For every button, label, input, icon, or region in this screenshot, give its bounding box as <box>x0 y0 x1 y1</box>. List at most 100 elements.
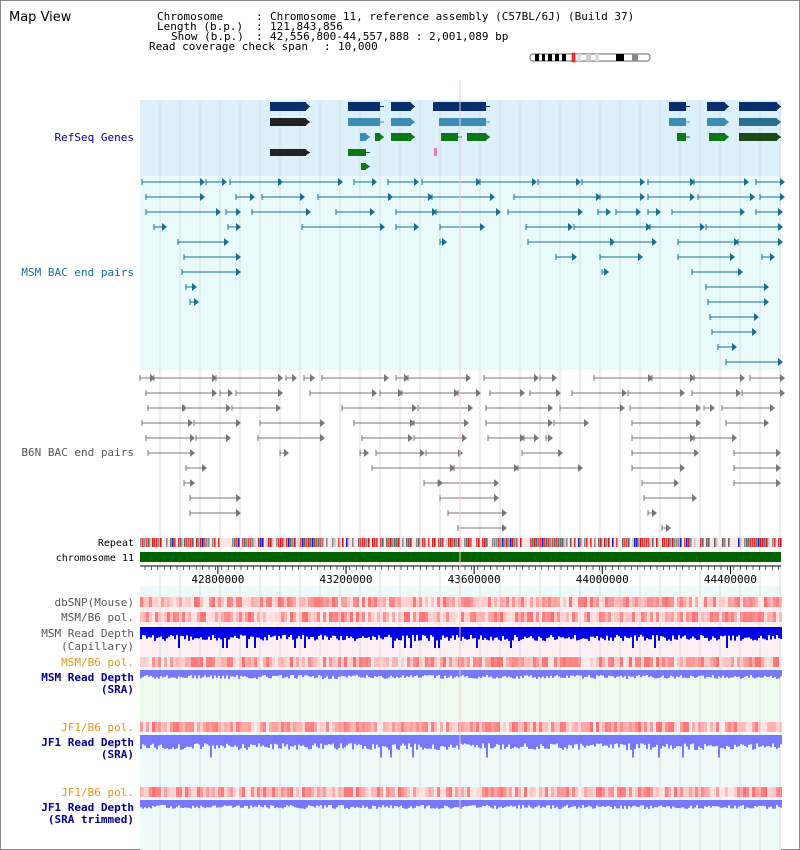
bac-end-pair[interactable] <box>555 253 577 261</box>
bac-end-pair[interactable] <box>693 434 737 442</box>
bac-end-pair[interactable] <box>691 389 741 397</box>
bac-end-pair[interactable] <box>671 208 745 216</box>
bac-end-pair[interactable] <box>227 223 241 231</box>
bac-end-pair[interactable] <box>483 374 539 382</box>
refseq-gene[interactable] <box>707 102 729 111</box>
bac-end-pair[interactable] <box>301 223 385 231</box>
bac-end-pair[interactable] <box>721 404 775 412</box>
bac-end-pair[interactable] <box>231 404 281 412</box>
bac-end-pair[interactable] <box>147 449 195 457</box>
bac-end-pair[interactable] <box>631 434 695 442</box>
bac-end-pair[interactable] <box>421 178 481 186</box>
bac-end-pair[interactable] <box>195 434 231 442</box>
bac-end-pair[interactable] <box>309 389 377 397</box>
refseq-gene[interactable] <box>739 118 781 126</box>
bac-end-pair[interactable] <box>193 419 241 427</box>
bac-end-pair[interactable] <box>447 509 507 517</box>
refseq-gene[interactable] <box>441 133 462 141</box>
refseq-gene[interactable] <box>270 149 310 156</box>
refseq-gene[interactable] <box>270 118 310 126</box>
refseq-gene[interactable] <box>348 102 384 111</box>
bac-end-pair[interactable] <box>627 389 685 397</box>
bac-end-pair[interactable] <box>507 208 583 216</box>
bac-end-pair[interactable] <box>599 193 645 201</box>
bac-end-pair[interactable] <box>189 494 241 502</box>
bac-end-pair[interactable] <box>353 419 415 427</box>
refseq-gene[interactable] <box>467 133 490 141</box>
bac-end-pair[interactable] <box>395 374 409 382</box>
bac-end-pair[interactable] <box>439 494 499 502</box>
bac-end-pair[interactable] <box>513 193 601 201</box>
refseq-gene[interactable] <box>739 133 781 141</box>
refseq-gene[interactable] <box>677 133 690 141</box>
bac-end-pair[interactable] <box>235 193 255 201</box>
bac-end-pair[interactable] <box>259 419 325 427</box>
bac-end-pair[interactable] <box>279 449 289 457</box>
bac-end-pair[interactable] <box>553 419 589 427</box>
msm-bac-track[interactable] <box>141 178 785 366</box>
bac-end-pair[interactable] <box>181 268 241 276</box>
bac-end-pair[interactable] <box>413 434 467 442</box>
bac-end-pair[interactable] <box>581 178 645 186</box>
msm-pol-label[interactable]: MSM/B6 pol. <box>61 611 134 624</box>
msm-pol2-label[interactable]: MSM/B6 pol. <box>61 656 134 669</box>
refseq-genes-label[interactable]: RefSeq Genes <box>55 131 134 144</box>
bac-end-pair[interactable] <box>185 464 207 472</box>
bac-end-pair[interactable] <box>725 358 783 366</box>
bac-end-pair[interactable] <box>485 404 553 412</box>
bac-end-pair[interactable] <box>183 404 231 412</box>
bac-end-pair[interactable] <box>225 208 241 216</box>
bac-end-pair[interactable] <box>573 223 651 231</box>
refseq-gene[interactable] <box>391 133 415 141</box>
refseq-gene[interactable] <box>391 118 415 126</box>
bac-end-pair[interactable] <box>749 374 785 382</box>
bac-end-pair[interactable] <box>371 464 455 472</box>
bac-end-pair[interactable] <box>359 449 369 457</box>
bac-end-pair[interactable] <box>153 374 217 382</box>
bac-end-pair[interactable] <box>395 208 437 216</box>
refseq-gene[interactable] <box>375 133 384 141</box>
refseq-genes-track[interactable] <box>270 102 781 170</box>
bac-end-pair[interactable] <box>353 178 377 186</box>
refseq-gene[interactable] <box>433 102 490 111</box>
bac-end-pair[interactable] <box>733 464 781 472</box>
bac-end-pair[interactable] <box>279 178 343 186</box>
bac-end-pair[interactable] <box>379 389 403 397</box>
bac-end-pair[interactable] <box>705 283 769 291</box>
refseq-gene[interactable] <box>360 133 370 141</box>
bac-end-pair[interactable] <box>615 208 641 216</box>
bac-end-pair[interactable] <box>361 434 413 442</box>
bac-end-pair[interactable] <box>611 238 657 246</box>
bac-end-pair[interactable] <box>177 238 229 246</box>
bac-end-pair[interactable] <box>335 208 375 216</box>
msm-depth-cap-label[interactable]: MSM Read Depth <box>41 627 134 640</box>
bac-end-pair[interactable] <box>235 389 283 397</box>
bac-end-pair[interactable] <box>525 223 573 231</box>
bac-end-pair[interactable] <box>631 464 685 472</box>
bac-end-pair[interactable] <box>599 253 643 261</box>
refseq-gene[interactable] <box>669 102 690 111</box>
bac-end-pair[interactable] <box>521 449 563 457</box>
chromosome-ideogram[interactable] <box>529 52 653 64</box>
jf1-depth-trim-label[interactable]: JF1 Read Depth <box>41 801 134 814</box>
bac-end-pair[interactable] <box>651 374 695 382</box>
dbsnp-label[interactable]: dbSNP(Mouse) <box>55 596 134 609</box>
refseq-gene[interactable] <box>439 118 490 126</box>
jf1-pol-label[interactable]: JF1/B6 pol. <box>61 721 134 734</box>
bac-end-pair[interactable] <box>733 449 781 457</box>
bac-end-pair[interactable] <box>479 178 537 186</box>
bac-end-pair[interactable] <box>387 178 419 186</box>
bac-end-pair[interactable] <box>341 404 417 412</box>
bac-end-pair[interactable] <box>189 298 199 306</box>
refseq-gene[interactable] <box>348 149 370 156</box>
bac-end-pair[interactable] <box>741 389 785 397</box>
bac-end-pair[interactable] <box>641 479 679 487</box>
b6n-bac-track[interactable] <box>139 374 785 532</box>
refseq-gene[interactable] <box>270 102 310 111</box>
bac-end-pair[interactable] <box>389 193 433 201</box>
bac-end-pair[interactable] <box>703 404 715 412</box>
bac-end-pair[interactable] <box>545 434 553 442</box>
bac-end-pair[interactable] <box>395 223 419 231</box>
bac-end-pair[interactable] <box>407 374 471 382</box>
